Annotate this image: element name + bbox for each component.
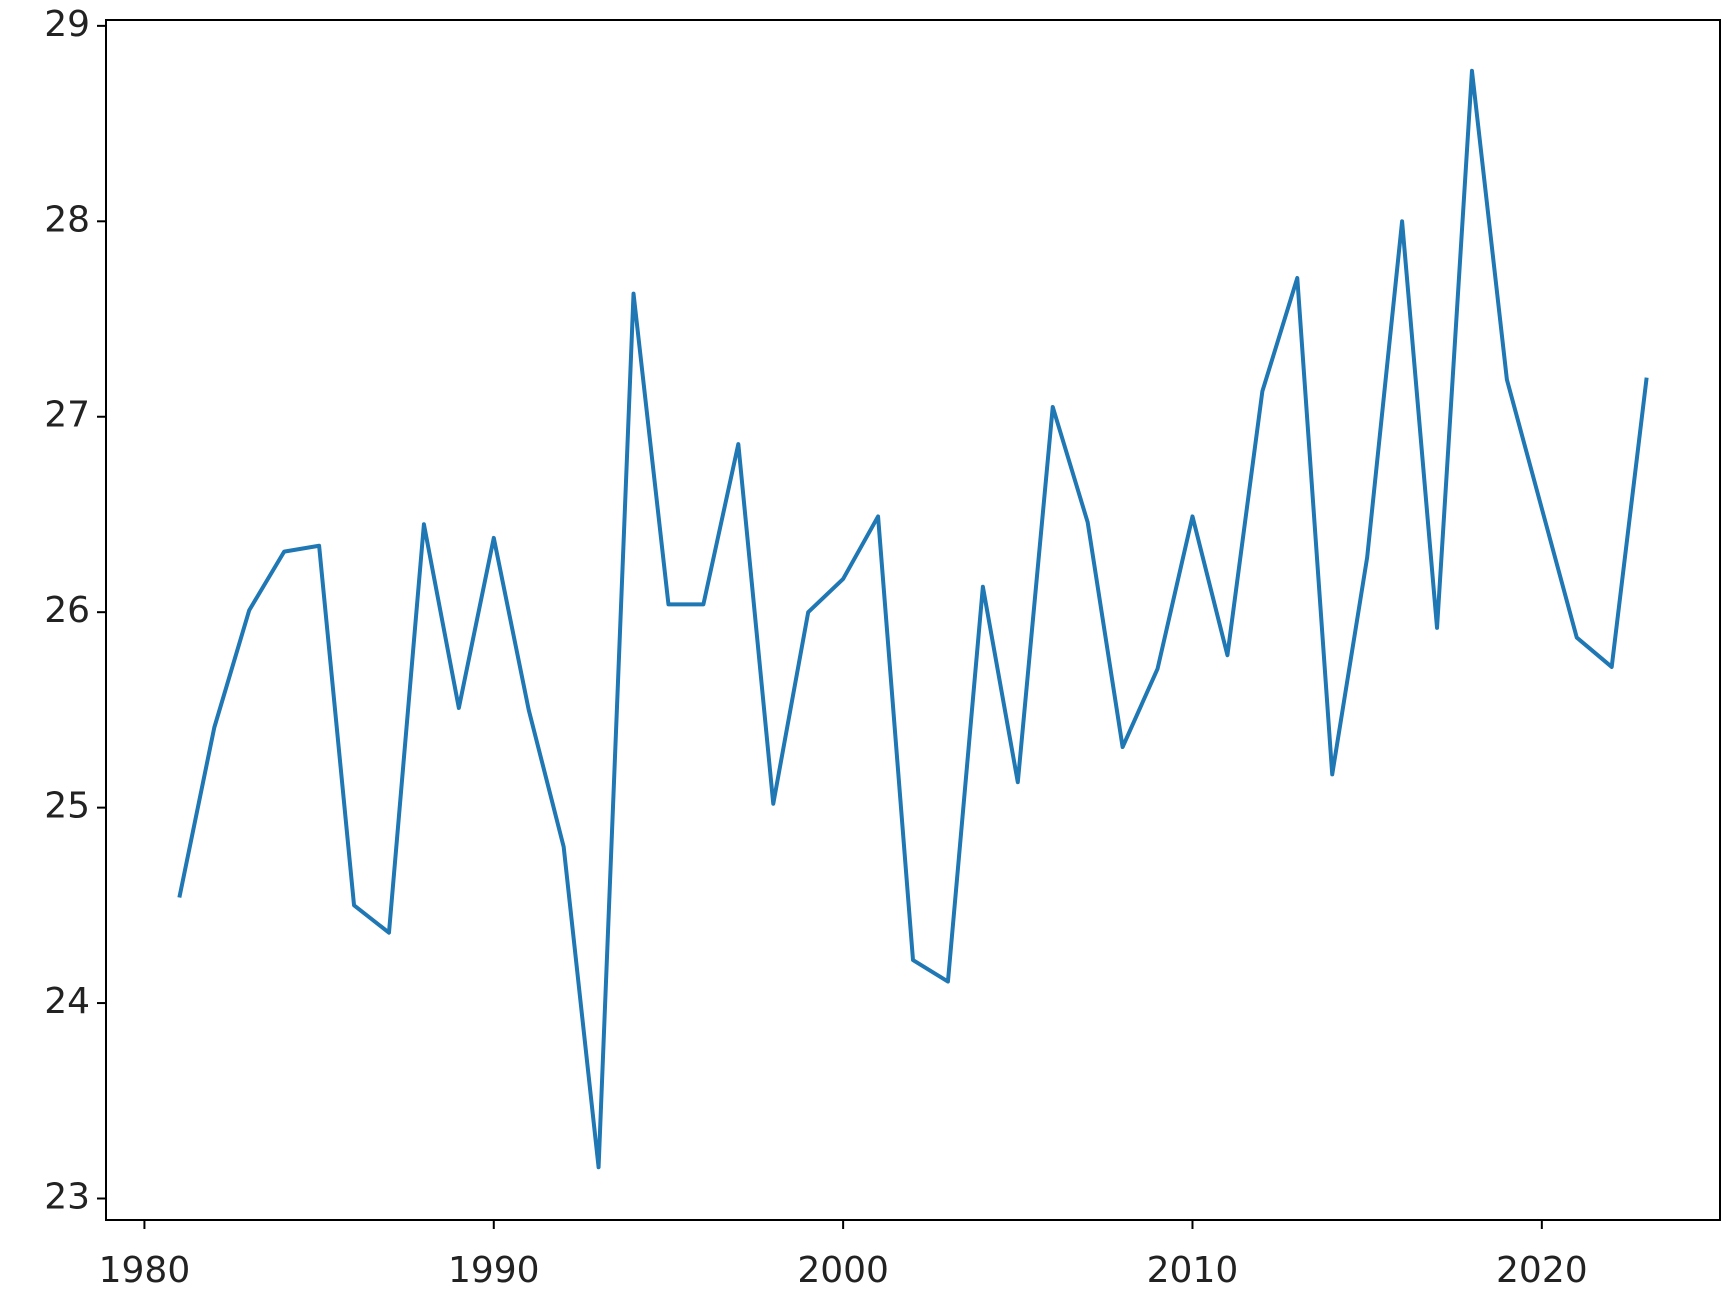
y-tick-label: 25 [44,786,90,827]
y-tick-label: 29 [44,4,90,45]
x-tick-label: 1980 [99,1250,191,1291]
x-tick-label: 2000 [797,1250,889,1291]
y-tick-label: 24 [44,981,90,1022]
y-tick-label: 23 [44,1177,90,1218]
x-tick-label: 2010 [1147,1250,1239,1291]
x-tick-label: 1990 [448,1250,540,1291]
data-line [177,68,1649,1170]
y-tick-label: 28 [44,199,90,240]
y-tick-label: 26 [44,590,90,631]
y-tick-label: 27 [44,395,90,436]
x-tick-label: 2020 [1496,1250,1588,1291]
plot-frame [105,19,1721,1221]
